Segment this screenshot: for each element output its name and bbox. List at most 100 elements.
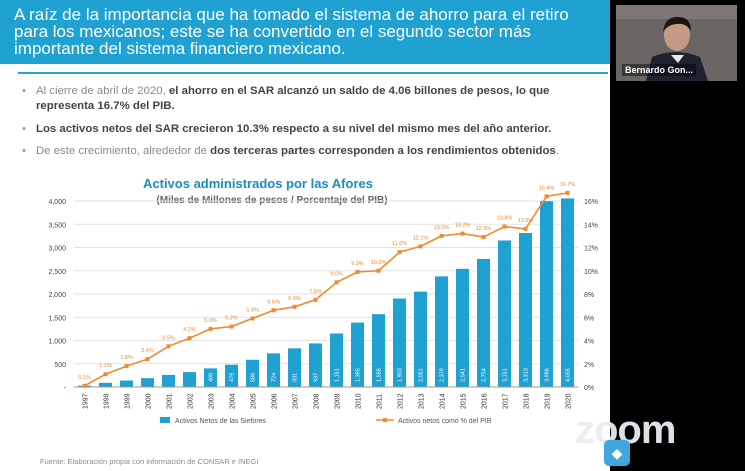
bar-1998 [98,382,113,387]
pib-point-label: 5.2% [225,316,238,322]
y-right-tick-label: 14% [584,222,598,229]
pib-point-label: 9.9% [351,261,364,267]
pib-point-label: 1.1% [99,363,112,369]
bar-value-label: 724 [272,373,278,382]
title-band [0,0,610,64]
pib-point-2017 [502,224,507,229]
pib-point-2013 [418,244,423,249]
x-tick-label: 2012 [398,393,405,409]
x-tick-label: 2000 [146,393,153,409]
pib-point-2001 [166,344,171,349]
pib-point-label: 5.9% [246,307,259,313]
pib-point-2007 [292,304,297,309]
y-left-tick-label: 3,000 [48,246,66,253]
pib-point-2010 [355,269,360,274]
bar-value-label: 3,996 [545,368,551,382]
bar-2018 [518,232,533,387]
pib-point-2005 [250,316,255,321]
person-shirt [671,55,684,63]
y-right-tick-label: 10% [584,269,598,276]
bar-value-label: 2,379 [440,368,446,382]
bar-2000 [140,378,155,387]
pib-point-2002 [187,336,192,341]
pib-point-1997 [82,383,87,388]
bar-value-label: 1,385 [356,368,362,382]
bullet-1-bold: el ahorro en el SAR alcanzó un saldo de … [36,85,550,112]
x-tick-label: 2011 [377,394,384,409]
x-tick-label: 2016 [482,393,489,409]
slide-title: A raíz de la importancia que ha tomado e… [14,5,569,58]
bar-value-label: 2,754 [482,368,488,382]
bar-2009 [329,333,344,387]
person-face [664,19,690,51]
pib-point-2012 [397,250,402,255]
participant-video-tile[interactable]: Bernardo Gon... [616,5,737,81]
bar-2008 [308,343,323,387]
bar-2001 [161,374,176,387]
pib-point-1998 [103,372,108,377]
bar-2012 [392,298,407,387]
y-left-tick-label: 500 [54,362,66,369]
x-tick-label: 2001 [167,393,174,409]
y-right-tick-label: 12% [584,246,598,253]
pib-point-label: 6.9% [288,296,301,302]
pib-point-2018 [523,226,528,231]
bar-2016 [476,258,491,387]
bar-2002 [182,372,197,387]
bar-2017 [497,240,512,387]
person-hair [663,16,691,32]
pib-point-2004 [229,324,234,329]
bullet-3-end: . [555,145,559,157]
bar-2003 [203,368,218,387]
pib-point-label: 13.6% [518,218,534,224]
afores-chart: Activos administrados por las Afores(Mil… [48,176,598,425]
pib-point-label: 13.2% [455,223,471,229]
pib-point-2006 [271,308,276,313]
source-note: Fuente: Elaboración propia con informaci… [40,457,259,466]
pib-point-2015 [460,231,465,236]
x-tick-label: 2013 [419,393,426,409]
bar-2005 [245,359,260,387]
y-left-tick-label: 1,000 [48,339,66,346]
bar-1999 [119,380,134,387]
x-tick-label: 2007 [293,393,300,409]
bar-value-label: 2,051 [419,368,425,382]
legend-line-marker [383,418,387,422]
x-tick-label: 2004 [230,393,237,409]
pib-point-label: 13.0% [434,225,450,231]
bar-value-label: 1,903 [398,368,404,382]
pib-point-label: 2.4% [141,348,154,354]
pib-point-label: 12.1% [413,235,429,241]
x-tick-label: 2006 [272,393,279,409]
bullet-dot: • [22,85,26,97]
participant-video-image [616,5,737,81]
legend-line-label: Activos netos como % del PIB [398,418,492,425]
bar-2007 [287,348,302,387]
y-left-tick-label: 2,500 [48,269,66,276]
bar-2013 [413,291,428,387]
participant-name: Bernardo Gon... [622,64,697,76]
pib-point-label: 1.8% [120,355,133,361]
pib-point-2008 [313,297,318,302]
x-tick-label: 1998 [104,393,111,409]
x-tick-label: 2010 [356,393,363,409]
pib-point-2020 [565,190,570,195]
y-left-tick-label: 3,500 [48,222,66,229]
bar-2019 [539,201,554,387]
pib-point-label: 10.0% [371,260,387,266]
pib-point-2019 [544,194,549,199]
pib-point-label: 16.4% [539,185,555,191]
pib-point-label: 0.1% [78,375,91,381]
pib-line [84,192,568,387]
bar-value-label: 479 [230,373,236,382]
pib-point-label: 5.0% [204,318,217,324]
x-tick-label: 2014 [440,393,447,409]
x-tick-label: 2008 [314,393,321,409]
y-left-tick-label: 2,000 [48,292,66,299]
y-right-tick-label: 6% [584,315,594,322]
bar-value-label: 831 [293,373,299,382]
pib-point-2011 [376,268,381,273]
zoom-badge-icon: ◆ [604,440,630,466]
bullet-3-text: De este crecimiento, alrededor de [36,145,211,157]
video-wall [616,5,737,19]
